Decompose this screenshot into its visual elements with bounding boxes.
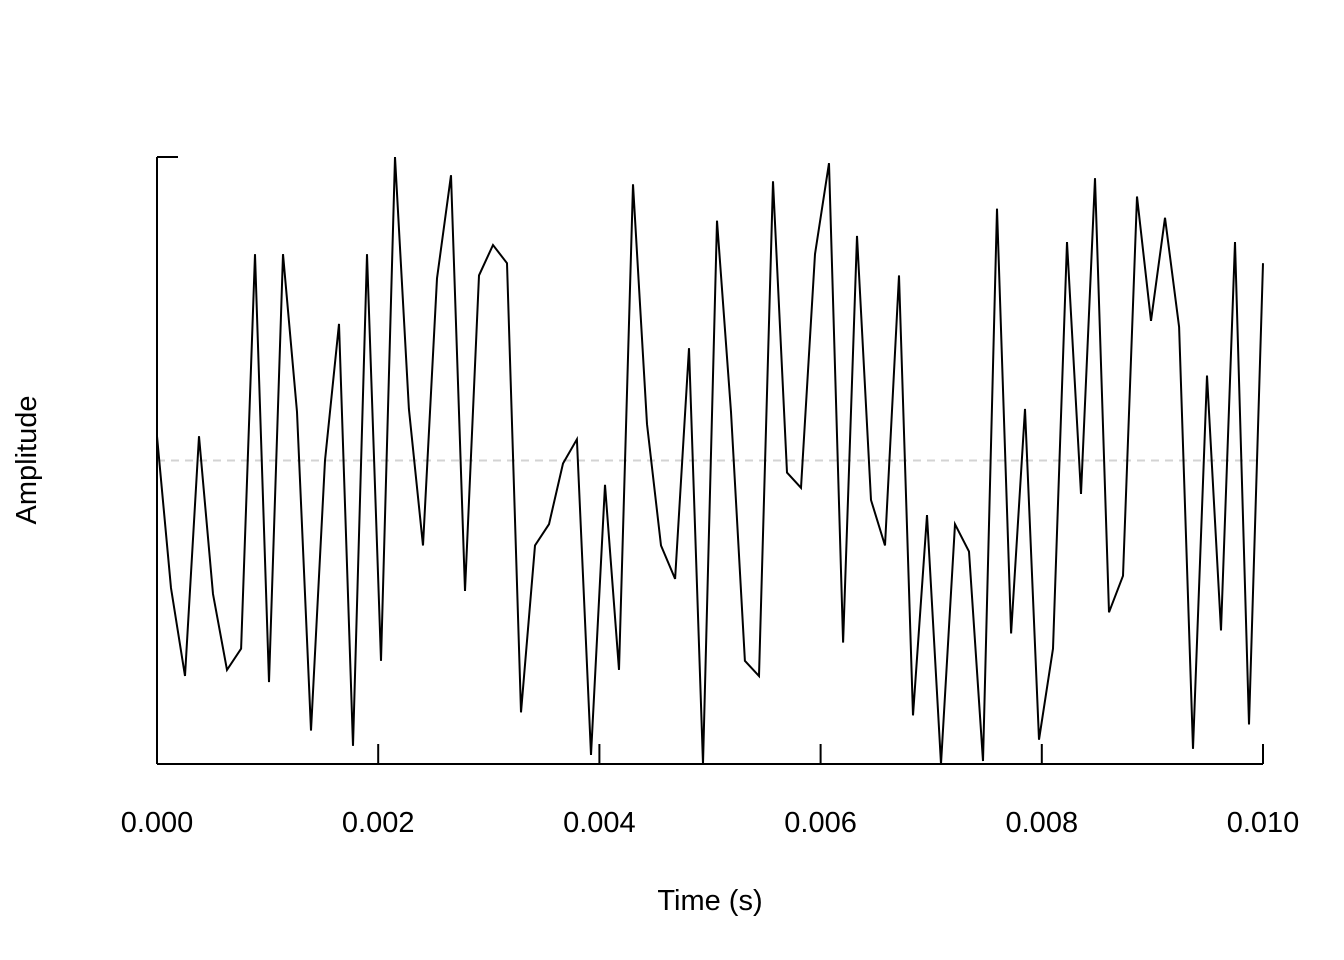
- x-tick-label: 0.002: [342, 807, 415, 839]
- y-axis-title: Amplitude: [11, 396, 43, 525]
- signal-line: [156, 156, 1264, 765]
- x-tick-label: 0.006: [784, 807, 857, 839]
- x-tick-label: 0.008: [1006, 807, 1079, 839]
- x-axis: [156, 744, 1264, 765]
- y-axis: [156, 156, 178, 764]
- x-tick-labels: 0.000 0.002 0.004 0.006 0.008 0.010: [121, 807, 1300, 839]
- x-tick-label: 0.000: [121, 807, 194, 839]
- x-tick-label: 0.004: [563, 807, 636, 839]
- x-tick-label: 0.010: [1227, 807, 1300, 839]
- x-axis-title: Time (s): [657, 885, 762, 917]
